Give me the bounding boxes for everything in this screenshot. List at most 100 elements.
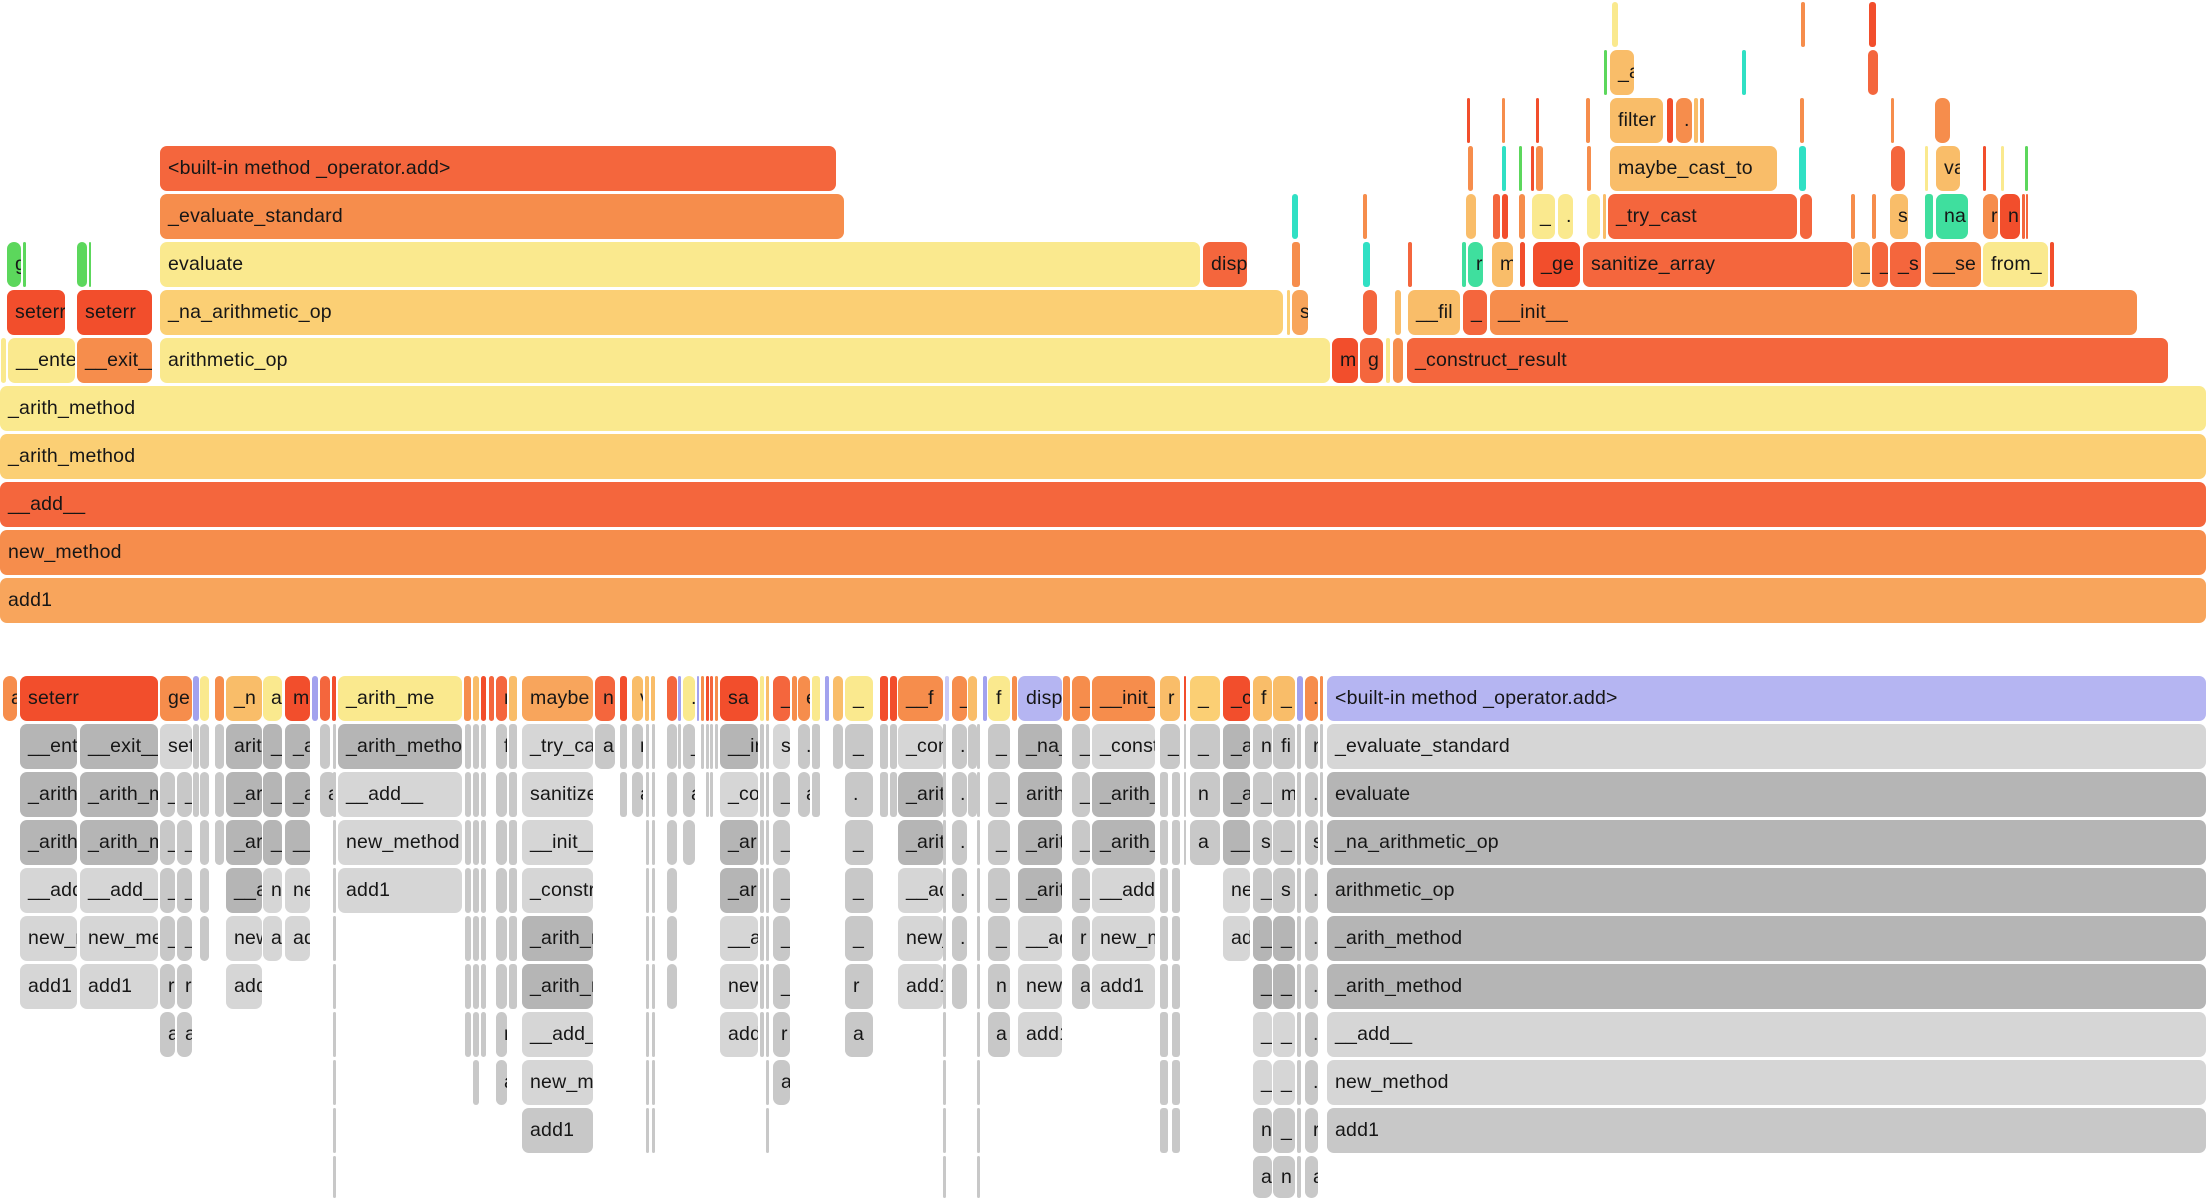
frame-sliver[interactable] xyxy=(652,964,655,1009)
frame-sliver[interactable] xyxy=(2025,146,2028,191)
frame-sliver[interactable]: . xyxy=(1305,772,1318,817)
frame-m[interactable]: m xyxy=(285,676,310,721)
frame-_[interactable]: _ xyxy=(1253,1060,1272,1105)
frame-sliver[interactable] xyxy=(1160,820,1168,865)
frame-_ge[interactable]: _ge xyxy=(1533,242,1580,287)
frame-sliver[interactable] xyxy=(481,772,486,817)
frame-sliver[interactable] xyxy=(667,916,677,961)
frame-s[interactable]: s xyxy=(1305,820,1318,865)
frame-r[interactable]: r xyxy=(160,964,175,1009)
frame-sliver[interactable] xyxy=(943,772,946,817)
frame-sliver[interactable] xyxy=(1297,820,1301,865)
frame-sliver[interactable] xyxy=(1297,772,1301,817)
frame-sliver[interactable] xyxy=(496,964,507,1009)
frame-sliver[interactable] xyxy=(473,676,479,721)
frame-_[interactable] xyxy=(200,724,209,769)
frame-sliver[interactable] xyxy=(332,676,336,721)
frame-maybe_cast_to[interactable]: maybe_cast_to xyxy=(1610,146,1777,191)
frame-new_method[interactable]: new_method xyxy=(338,820,462,865)
frame-sliver[interactable] xyxy=(1160,868,1168,913)
frame-sliver[interactable] xyxy=(952,964,967,1009)
frame-sliver[interactable] xyxy=(333,1060,336,1105)
frame-sliver[interactable] xyxy=(481,916,486,961)
frame-sliver[interactable] xyxy=(646,820,649,865)
frame-sliver[interactable]: . xyxy=(952,772,967,817)
frame-_arith_method[interactable]: _arith_method xyxy=(285,724,310,769)
frame-_arith_method[interactable]: _arith_method xyxy=(80,820,158,865)
frame-sliver[interactable] xyxy=(312,676,318,721)
frame-_arith_method[interactable]: _arith_method xyxy=(522,916,593,961)
frame-_[interactable]: _ xyxy=(773,964,790,1009)
frame-sliver[interactable] xyxy=(1502,146,1506,191)
frame-sliver[interactable] xyxy=(1925,146,1928,191)
frame-sliver[interactable] xyxy=(1363,242,1370,287)
frame-sliver[interactable] xyxy=(977,724,980,769)
frame-a[interactable]: a xyxy=(988,1012,1010,1057)
frame-sliver[interactable] xyxy=(496,868,507,913)
frame-__add__[interactable]: __add__ xyxy=(0,482,2206,527)
frame-sliver[interactable] xyxy=(646,1012,649,1057)
frame-sliver[interactable] xyxy=(620,676,627,721)
frame-a[interactable]: a xyxy=(1190,820,1220,865)
frame-__add__[interactable]: __add__ xyxy=(1018,916,1062,961)
frame-sliver[interactable] xyxy=(651,676,655,721)
frame-sliver[interactable] xyxy=(2026,194,2028,239)
frame-sliver[interactable] xyxy=(465,964,471,1009)
frame-sliver[interactable] xyxy=(943,724,946,769)
frame-sliver[interactable] xyxy=(496,916,507,961)
frame-sliver[interactable] xyxy=(977,916,980,961)
frame-_[interactable]: _ xyxy=(1253,772,1272,817)
frame-_[interactable]: _ xyxy=(1273,916,1295,961)
frame-sliver[interactable] xyxy=(1297,1060,1301,1105)
frame-sliver[interactable] xyxy=(1320,724,1323,769)
frame-sliver[interactable] xyxy=(620,724,627,769)
frame-sliver[interactable] xyxy=(760,868,764,913)
frame-new_method[interactable]: new_method xyxy=(1092,916,1155,961)
frame-sliver[interactable] xyxy=(766,1108,769,1153)
frame-sliver[interactable] xyxy=(473,1012,479,1057)
frame-_evaluate_standard[interactable]: _evaluate_standard xyxy=(160,194,844,239)
frame-arithmetic_op[interactable]: arithmetic_op xyxy=(160,338,1330,383)
frame-sliver[interactable] xyxy=(1393,338,1403,383)
frame-sliver[interactable] xyxy=(1531,146,1534,191)
frame-m[interactable]: m xyxy=(1492,242,1513,287)
frame-a[interactable]: a xyxy=(263,916,282,961)
frame-sliver[interactable] xyxy=(678,724,681,769)
frame-sliver[interactable] xyxy=(880,772,888,817)
frame-sliver[interactable] xyxy=(977,1156,980,1198)
frame-disp[interactable]: disp xyxy=(1203,242,1247,287)
frame-r[interactable]: r xyxy=(177,964,192,1009)
frame-sliver[interactable] xyxy=(812,724,820,769)
frame-__fil[interactable]: __fil xyxy=(1408,290,1460,335)
frame-sliver[interactable] xyxy=(1363,194,1367,239)
frame-arithmetic_op[interactable]: arithmetic_op xyxy=(1327,868,2206,913)
frame-sliver[interactable] xyxy=(1604,50,1607,95)
frame-sliver[interactable] xyxy=(465,916,471,961)
frame-add1[interactable]: add1 xyxy=(522,1108,593,1153)
frame-r[interactable]: r xyxy=(1983,194,1998,239)
frame-sliver[interactable] xyxy=(320,676,330,721)
frame-sliver[interactable] xyxy=(977,1108,980,1153)
frame-_[interactable]: _ xyxy=(988,916,1010,961)
frame-sa[interactable]: sa xyxy=(720,676,758,721)
frame-evaluate[interactable]: evaluate xyxy=(160,242,1200,287)
frame-sliver[interactable] xyxy=(1587,146,1591,191)
frame-r[interactable]: r xyxy=(1305,1108,1318,1153)
frame-_try_cast[interactable]: _try_cast xyxy=(522,724,593,769)
frame-seterr[interactable]: seterr xyxy=(160,724,192,769)
frame-_na_arithmetic_op[interactable]: _na_arithmetic_op xyxy=(1327,820,2206,865)
frame-sliver[interactable] xyxy=(766,724,769,769)
frame-r[interactable]: r xyxy=(1072,916,1090,961)
frame-g[interactable]: g xyxy=(7,242,21,287)
frame-_[interactable]: _ xyxy=(1532,194,1555,239)
frame-__add__[interactable]: __add__ xyxy=(20,868,77,913)
frame-sliver[interactable] xyxy=(509,820,517,865)
frame-__init_[interactable]: __init_ xyxy=(1092,676,1155,721)
frame-r[interactable]: r xyxy=(496,676,507,721)
frame-sliver[interactable] xyxy=(646,724,649,769)
frame-a[interactable] xyxy=(200,916,209,961)
frame-_arith_method[interactable]: _arith_method xyxy=(522,964,593,1009)
frame-s[interactable]: s xyxy=(1292,290,1308,335)
frame-sliver[interactable] xyxy=(710,676,713,721)
frame-sliver[interactable]: . xyxy=(1305,1012,1318,1057)
